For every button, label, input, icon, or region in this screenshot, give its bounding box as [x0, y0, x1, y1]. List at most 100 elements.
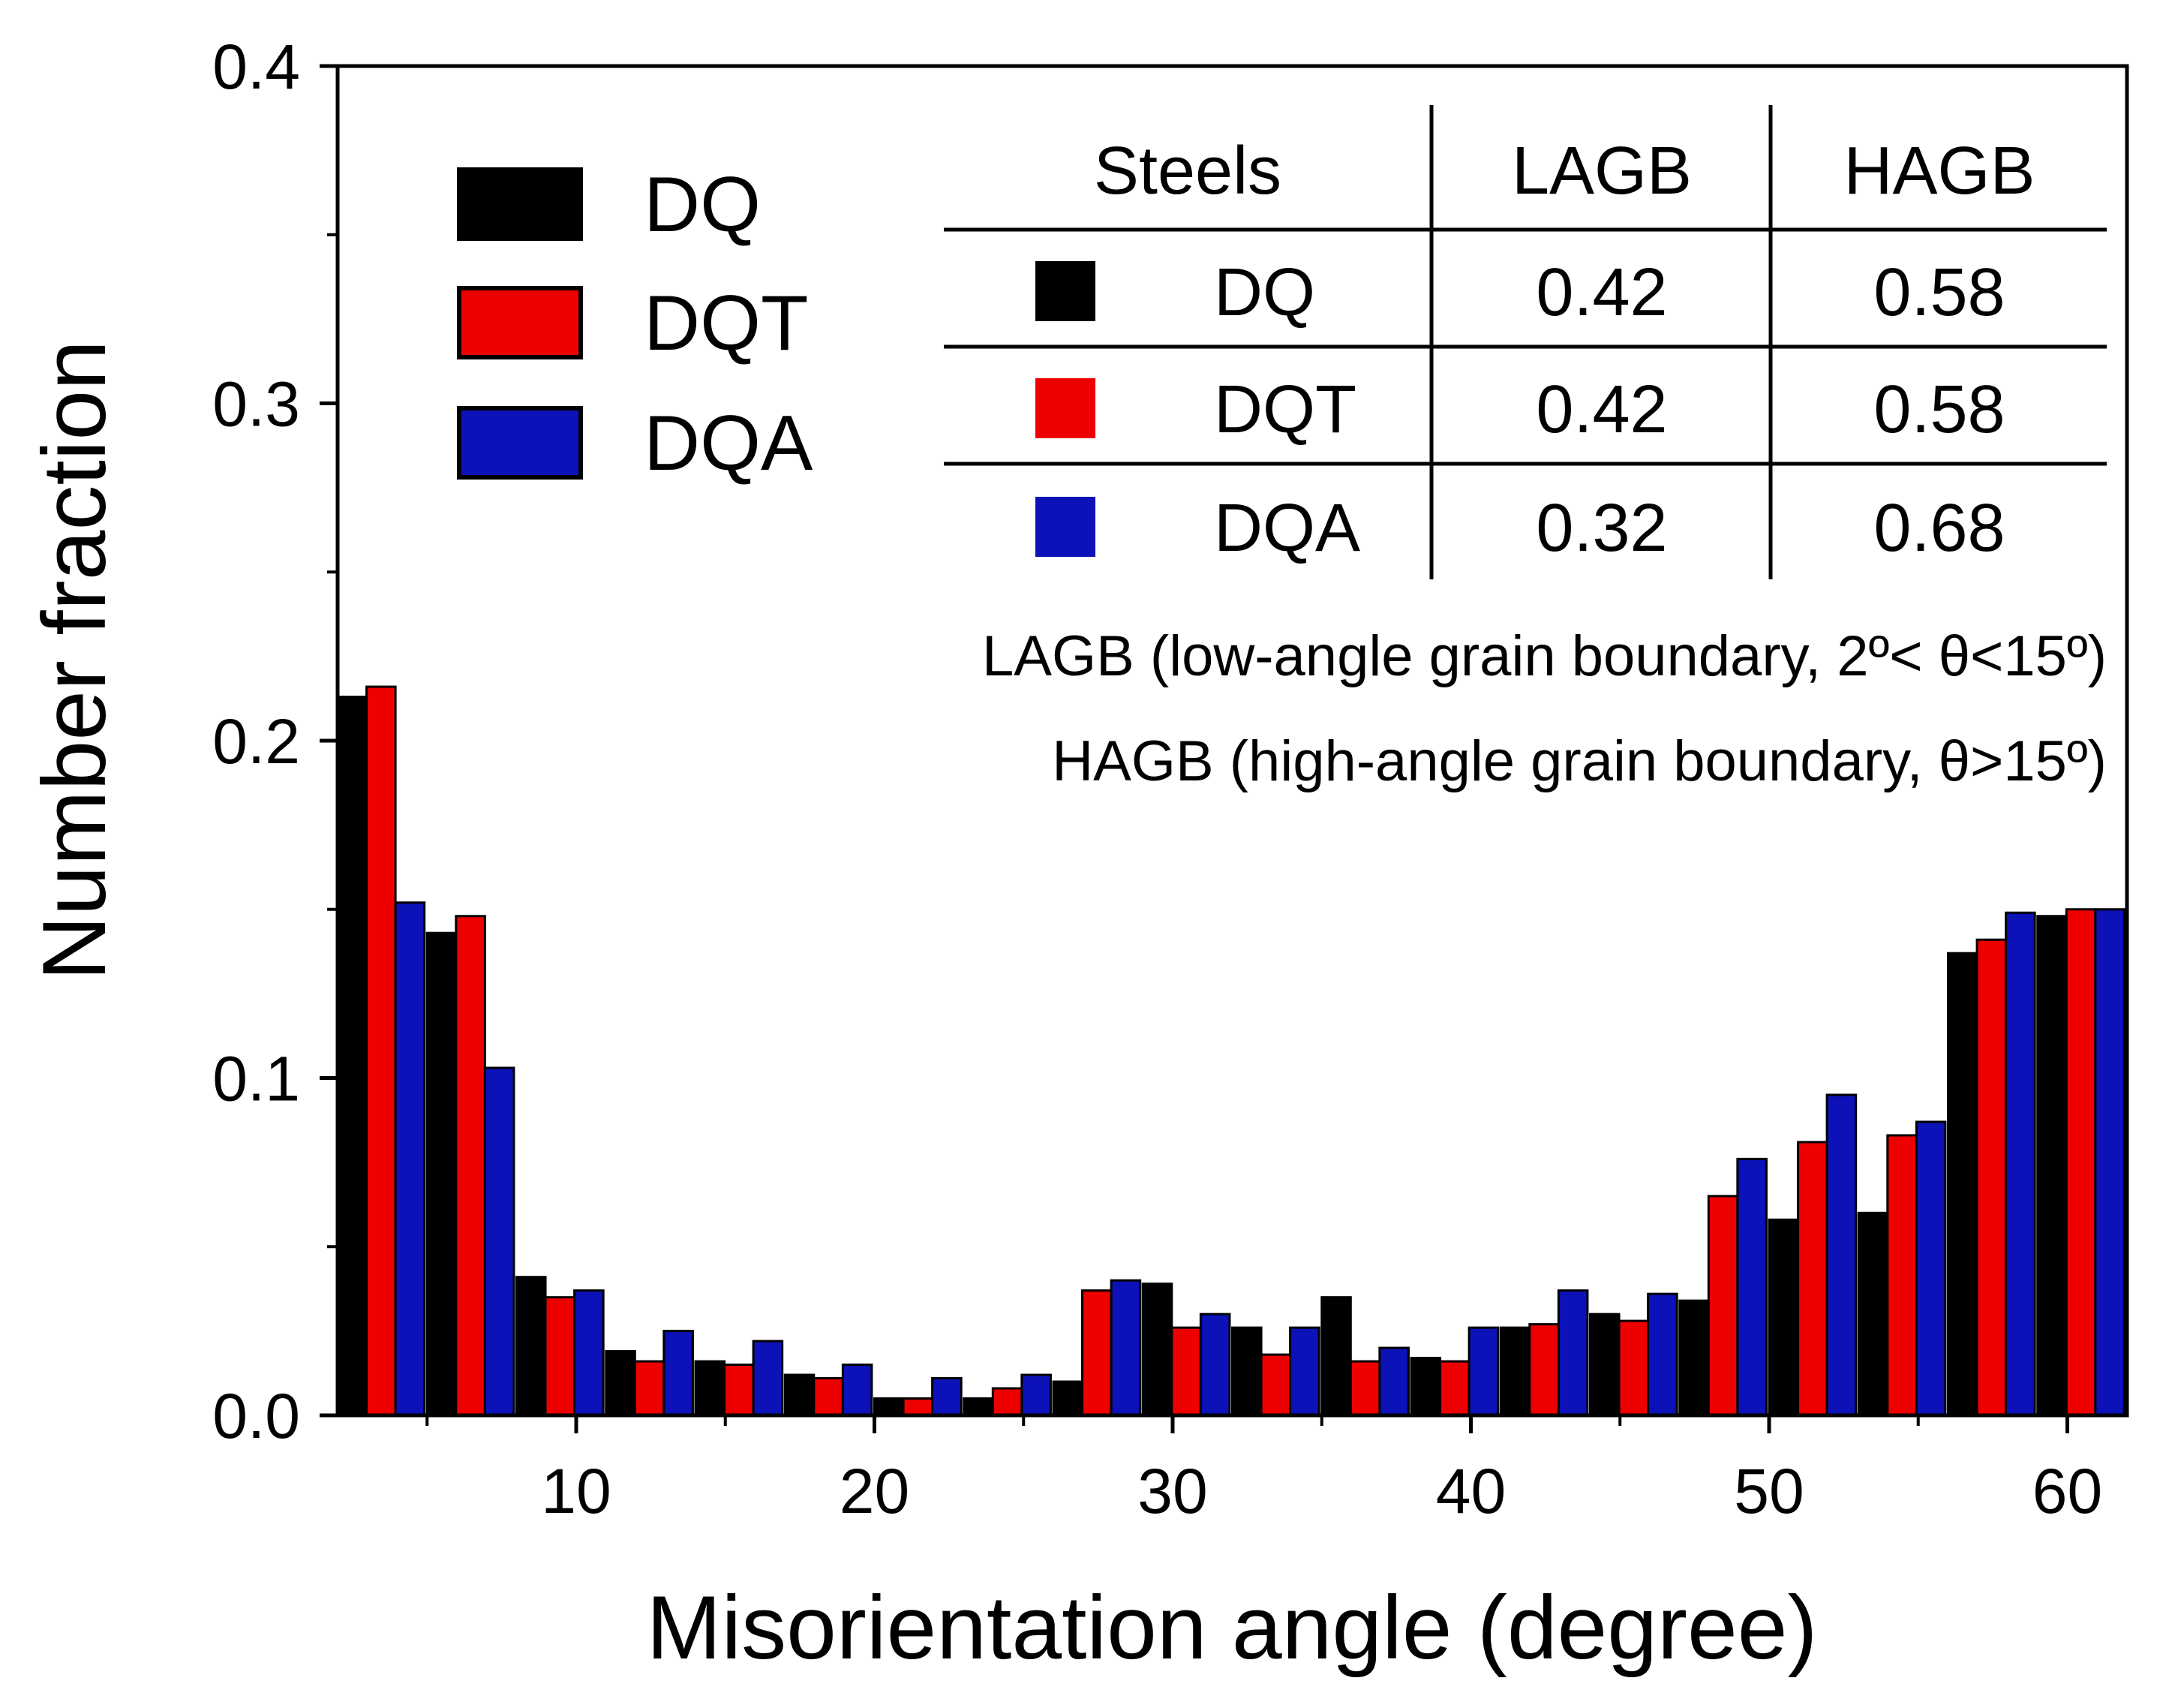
table-lagb-dq: 0.42 [1536, 255, 1667, 330]
legend-swatch-dqa [457, 406, 583, 480]
x-tick-label-20: 20 [840, 1456, 909, 1526]
table-header-hagb: HAGB [1843, 134, 2035, 209]
legend-label-dqt: DQT [644, 280, 809, 367]
bar-dqa-24.5 [1020, 1373, 1052, 1417]
table-steel-dqa: DQA [1214, 491, 1360, 566]
bar-dqt-54.5 [1886, 1134, 1918, 1417]
legend: DQ DQT DQA [457, 161, 813, 487]
x-tick-label-30: 30 [1137, 1456, 1207, 1526]
legend-swatch-dqt [457, 286, 583, 359]
bar-dqt-33.5 [1260, 1353, 1292, 1417]
bar-dqa-9.5 [573, 1289, 605, 1417]
bar-dqt-48.5 [1707, 1195, 1739, 1417]
bar-dq-30.5 [1141, 1283, 1173, 1417]
bar-dqa-21.5 [931, 1377, 963, 1417]
bar-dq-39.5 [1410, 1357, 1442, 1417]
bar-dq-54.5 [1857, 1211, 1889, 1417]
bar-dqa-54.5 [1915, 1120, 1947, 1417]
y-axis-label: Number fraction [24, 340, 125, 981]
bar-dq-3.5 [336, 696, 368, 1417]
bar-dqa-33.5 [1289, 1326, 1320, 1417]
bar-dq-57.5 [1947, 952, 1978, 1417]
bar-dqa-51.5 [1825, 1093, 1858, 1417]
bar-dq-27.5 [1052, 1380, 1084, 1417]
bar-dqt-45.5 [1618, 1319, 1650, 1417]
bar-dqt-3.5 [365, 685, 397, 1417]
y-tick-label-0: 0.0 [212, 1381, 300, 1451]
table-hagb-dqa: 0.68 [1873, 491, 2005, 566]
y-tick-label-3: 0.3 [212, 369, 300, 440]
bar-dqa-30.5 [1199, 1313, 1231, 1417]
bar-dqt-42.5 [1528, 1323, 1560, 1417]
bar-dqt-21.5 [902, 1397, 934, 1417]
bar-dqa-42.5 [1557, 1289, 1589, 1417]
bar-dq-15.5 [694, 1360, 726, 1417]
bar-dq-21.5 [873, 1397, 905, 1417]
bar-dqa-3.5 [394, 901, 426, 1417]
table-lagb-dqt: 0.42 [1536, 372, 1667, 447]
table-steel-dqt: DQT [1214, 372, 1356, 447]
bar-dq-6.5 [425, 931, 458, 1417]
inset-table: Steels LAGB HAGB DQ 0.42 0.58 DQT 0.42 0.58 DQA 0.… [944, 105, 2107, 579]
bar-dq-33.5 [1231, 1326, 1263, 1417]
bar-dqa-39.5 [1468, 1326, 1500, 1417]
bar-dqa-18.5 [841, 1364, 873, 1417]
x-tick-label-40: 40 [1436, 1456, 1506, 1526]
bar-dqt-57.5 [1975, 938, 2008, 1417]
annotation-hagb-definition: HAGB (high-angle grain boundary, θ>15º) [1052, 729, 2107, 793]
bar-dq-24.5 [963, 1397, 994, 1417]
bar-dq-12.5 [605, 1350, 636, 1417]
bar-dq-51.5 [1768, 1218, 1800, 1417]
annotations: LAGB (low-angle grain boundary, 2º< θ<15… [982, 624, 2107, 793]
bar-dqa-15.5 [752, 1340, 784, 1417]
bar-dq-48.5 [1678, 1299, 1710, 1417]
table-lagb-dqa: 0.32 [1536, 491, 1667, 566]
bar-dq-42.5 [1499, 1326, 1531, 1417]
table-swatch-dqa [1035, 497, 1095, 557]
y-tick-label-4: 0.4 [212, 32, 300, 102]
bar-dqt-6.5 [455, 915, 486, 1417]
bar-dqa-60.5 [2094, 908, 2125, 1417]
ticks-layer: 10 20 30 40 50 60 0.0 0.1 0.2 0.3 0.4 [212, 32, 2102, 1526]
bar-dqa-27.5 [1110, 1279, 1142, 1417]
bar-dqt-9.5 [544, 1296, 576, 1417]
bar-dq-18.5 [783, 1373, 816, 1417]
table-hagb-dqt: 0.58 [1873, 372, 2005, 447]
bar-dqt-18.5 [813, 1377, 844, 1417]
table-swatch-dqt [1035, 378, 1095, 438]
bar-dqa-36.5 [1378, 1346, 1410, 1417]
legend-label-dq: DQ [644, 161, 761, 248]
bar-dqt-30.5 [1170, 1326, 1202, 1417]
bar-dqa-57.5 [2005, 911, 2036, 1417]
bar-dqt-36.5 [1349, 1360, 1381, 1417]
bar-dq-9.5 [515, 1276, 547, 1417]
y-tick-label-1: 0.1 [212, 1044, 300, 1114]
legend-swatch-dq [457, 167, 583, 241]
table-swatch-dq [1035, 261, 1095, 321]
bar-dq-36.5 [1320, 1296, 1352, 1417]
table-header-steels: Steels [1094, 134, 1281, 209]
bar-dqa-6.5 [483, 1066, 515, 1417]
x-tick-label-10: 10 [541, 1456, 611, 1526]
bar-dqa-12.5 [662, 1330, 694, 1417]
bar-dqt-12.5 [633, 1360, 665, 1417]
annotation-lagb-definition: LAGB (low-angle grain boundary, 2º< θ<15… [982, 624, 2107, 688]
bar-dqa-45.5 [1647, 1292, 1678, 1417]
bar-dqt-27.5 [1081, 1289, 1113, 1417]
bar-dqt-51.5 [1797, 1141, 1828, 1417]
x-tick-label-60: 60 [2032, 1456, 2102, 1526]
table-hagb-dq: 0.58 [1873, 255, 2005, 330]
legend-label-dqa: DQA [644, 400, 813, 487]
y-tick-label-2: 0.2 [212, 706, 300, 777]
bar-dqt-60.5 [2065, 908, 2097, 1417]
table-header-lagb: LAGB [1512, 134, 1692, 209]
table-steel-dq: DQ [1214, 255, 1315, 330]
x-axis-label: Misorientation angle (degree) [647, 1577, 1818, 1678]
x-tick-label-50: 50 [1734, 1456, 1804, 1526]
bar-dqt-39.5 [1439, 1360, 1471, 1417]
bar-dq-60.5 [2036, 915, 2068, 1417]
bar-dqt-15.5 [723, 1364, 755, 1417]
